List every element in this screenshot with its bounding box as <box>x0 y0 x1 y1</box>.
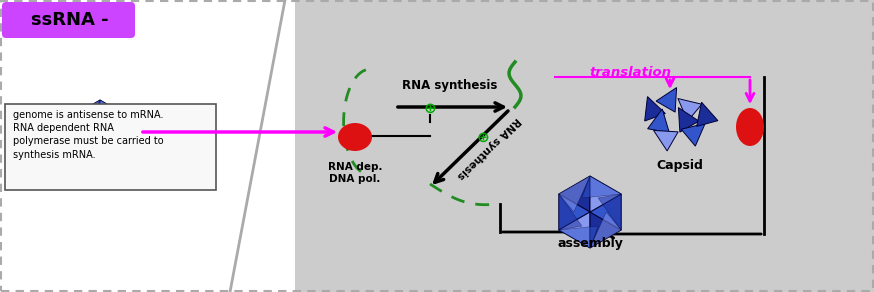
Polygon shape <box>100 116 128 148</box>
Ellipse shape <box>736 108 764 146</box>
Text: RNA dep.
DNA pol.: RNA dep. DNA pol. <box>328 162 382 185</box>
Text: ssRNA -: ssRNA - <box>31 11 108 29</box>
Text: genome is antisense to mRNA.
RNA dependent RNA
polymerase must be carried to
syn: genome is antisense to mRNA. RNA depende… <box>13 110 163 160</box>
Polygon shape <box>645 97 665 121</box>
Polygon shape <box>73 145 108 164</box>
Polygon shape <box>100 132 128 164</box>
Polygon shape <box>697 102 718 126</box>
Polygon shape <box>73 100 100 132</box>
Polygon shape <box>678 98 702 121</box>
Polygon shape <box>590 194 621 230</box>
FancyBboxPatch shape <box>5 104 216 190</box>
Polygon shape <box>590 176 621 212</box>
Polygon shape <box>73 132 100 164</box>
Polygon shape <box>100 100 128 132</box>
Polygon shape <box>108 116 128 148</box>
Polygon shape <box>73 100 100 132</box>
Polygon shape <box>654 131 678 151</box>
Polygon shape <box>590 212 621 248</box>
Polygon shape <box>73 116 93 148</box>
Polygon shape <box>100 132 128 164</box>
Polygon shape <box>73 116 100 148</box>
Text: RNA synthesis: RNA synthesis <box>402 79 497 92</box>
Text: Capsid: Capsid <box>656 159 704 172</box>
Polygon shape <box>558 212 590 248</box>
Text: ⊕: ⊕ <box>424 100 436 116</box>
Polygon shape <box>558 176 590 212</box>
Polygon shape <box>558 176 590 212</box>
Polygon shape <box>558 194 590 230</box>
Text: translation: translation <box>589 65 671 79</box>
Polygon shape <box>558 226 598 248</box>
FancyBboxPatch shape <box>2 2 135 38</box>
FancyBboxPatch shape <box>0 0 295 292</box>
Polygon shape <box>598 194 621 230</box>
Polygon shape <box>656 88 676 112</box>
Polygon shape <box>93 100 128 119</box>
Polygon shape <box>230 0 874 292</box>
Polygon shape <box>681 124 705 146</box>
Text: ⊕: ⊕ <box>476 129 489 145</box>
Polygon shape <box>590 212 621 248</box>
Polygon shape <box>558 194 582 230</box>
Polygon shape <box>582 176 621 198</box>
Polygon shape <box>678 107 699 132</box>
Text: assembly: assembly <box>557 237 623 250</box>
Ellipse shape <box>338 123 372 151</box>
Polygon shape <box>648 109 669 133</box>
Text: RNA synthesis: RNA synthesis <box>454 115 522 181</box>
